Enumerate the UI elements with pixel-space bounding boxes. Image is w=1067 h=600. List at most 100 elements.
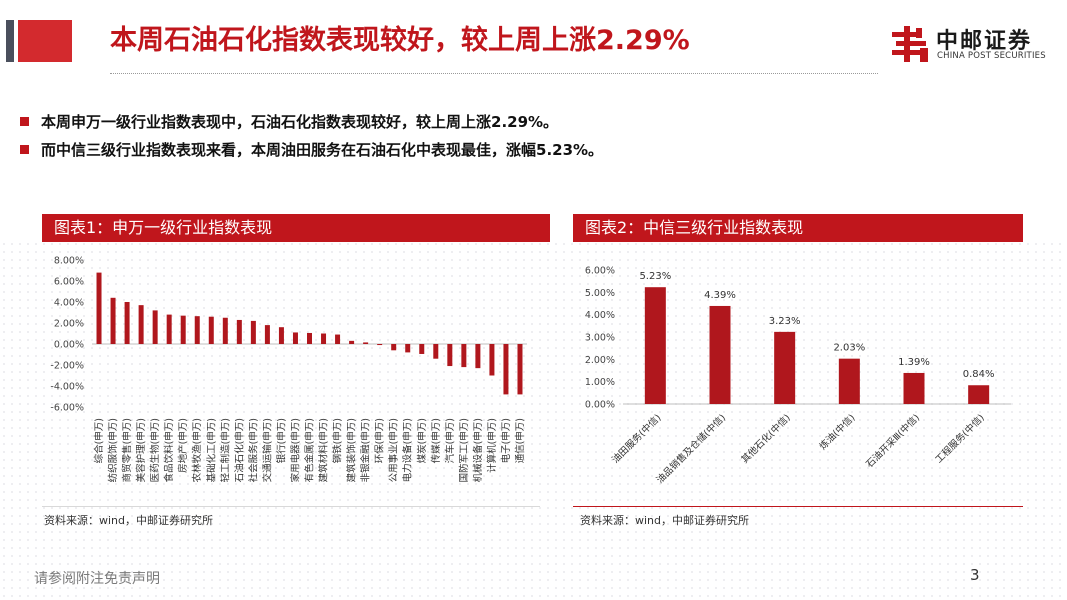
x-tick-label: 炼油(中信) bbox=[817, 412, 858, 453]
bar bbox=[517, 344, 523, 395]
data-label: 4.39% bbox=[704, 290, 736, 301]
china-post-logo-icon bbox=[892, 26, 928, 62]
bar bbox=[349, 340, 355, 344]
bar bbox=[903, 372, 925, 404]
company-logo: 中邮证券 CHINA POST SECURITIES bbox=[890, 22, 1060, 66]
y-tick-label: 6.00% bbox=[585, 266, 615, 277]
x-tick-label: 房地产(申万) bbox=[177, 418, 189, 473]
bar bbox=[110, 297, 116, 344]
x-tick-label: 电子(申万) bbox=[500, 418, 512, 463]
x-tick-label: 工程服务(中信) bbox=[933, 412, 987, 466]
x-tick-label: 其他石化(中信) bbox=[739, 412, 793, 466]
left-source-divider bbox=[42, 506, 540, 507]
bar bbox=[264, 325, 270, 344]
y-tick-label: 2.00% bbox=[54, 319, 84, 330]
bar bbox=[152, 310, 158, 344]
bar bbox=[968, 385, 990, 404]
bullet-marker bbox=[20, 117, 29, 126]
bar bbox=[377, 344, 383, 346]
x-tick-label: 建筑材料(申万) bbox=[318, 418, 330, 482]
bullet-text: 而中信三级行业指数表现来看，本周油田服务在石油石化中表现最佳，涨幅5.23%。 bbox=[41, 141, 604, 159]
title-divider bbox=[110, 73, 878, 74]
y-tick-label: 0.00% bbox=[585, 400, 615, 411]
header-accent-dark bbox=[6, 20, 14, 62]
x-tick-label: 石油石化(申万) bbox=[233, 418, 245, 482]
bar bbox=[124, 302, 130, 344]
y-tick-label: 5.00% bbox=[585, 288, 615, 299]
y-tick-label: 2.00% bbox=[585, 355, 615, 366]
bar bbox=[250, 320, 256, 344]
logo-english-text: CHINA POST SECURITIES bbox=[937, 51, 1046, 61]
bullet-text: 本周申万一级行业指数表现中，石油石化指数表现较好，较上周上涨2.29%。 bbox=[41, 113, 559, 131]
citic-industry-index-chart: 6.00% 5.00% 4.00% 3.00% 2.00% 1.00% 0.00% 5.23%… bbox=[585, 266, 1011, 486]
right-source-divider bbox=[573, 506, 1023, 507]
bar bbox=[475, 344, 481, 369]
x-tick-label: 石油开采Ⅲ(中信) bbox=[863, 412, 922, 471]
bar bbox=[644, 287, 666, 404]
header-accent-red bbox=[18, 20, 72, 62]
bar bbox=[321, 333, 327, 344]
x-tick-label: 传媒(申万) bbox=[430, 418, 442, 463]
y-tick-label: 4.00% bbox=[585, 310, 615, 321]
bar bbox=[166, 314, 172, 344]
right-chart-title: 图表2：中信三级行业指数表现 bbox=[573, 214, 1023, 242]
bar bbox=[96, 272, 102, 344]
y-tick-label: 6.00% bbox=[54, 277, 84, 288]
left-source: 资料来源：wind，中邮证券研究所 bbox=[44, 514, 214, 527]
x-tick-label: 有色金属(申万) bbox=[304, 418, 316, 482]
right-source: 资料来源：wind，中邮证券研究所 bbox=[580, 514, 750, 527]
x-tick-label: 农林牧渔(申万) bbox=[191, 418, 203, 482]
y-tick-label: -6.00% bbox=[50, 403, 84, 414]
x-tick-label: 通信(申万) bbox=[514, 418, 526, 463]
y-tick-label: 0.00% bbox=[54, 340, 84, 351]
x-tick-label: 环保(申万) bbox=[374, 418, 386, 463]
x-tick-label: 钢铁(申万) bbox=[332, 418, 344, 463]
background-pattern bbox=[0, 240, 1067, 600]
bar bbox=[222, 317, 228, 344]
page-number: 3 bbox=[970, 566, 980, 584]
x-tick-label: 非银金融(申万) bbox=[360, 418, 372, 482]
data-label: 5.23% bbox=[639, 271, 671, 282]
x-tick-label: 社会服务(申万) bbox=[247, 418, 259, 482]
bar bbox=[292, 332, 298, 344]
bar bbox=[503, 344, 509, 395]
bar bbox=[363, 342, 369, 344]
bar bbox=[489, 344, 495, 376]
y-tick-label: -4.00% bbox=[50, 382, 84, 393]
bar bbox=[307, 332, 312, 344]
bar bbox=[391, 344, 397, 351]
disclaimer-note: 请参阅附注免责声明 bbox=[34, 571, 160, 587]
data-label: 3.23% bbox=[769, 316, 801, 327]
left-chart-title: 图表1：申万一级行业指数表现 bbox=[42, 214, 550, 242]
bar bbox=[419, 344, 425, 354]
data-label: 2.03% bbox=[833, 343, 865, 354]
x-tick-label: 汽车(申万) bbox=[444, 418, 456, 463]
x-tick-label: 计算机(申万) bbox=[486, 418, 498, 473]
logo-chinese-text: 中邮证券 bbox=[936, 29, 1033, 54]
bullet-item: 本周申万一级行业指数表现中，石油石化指数表现较好，较上周上涨2.29%。 bbox=[20, 110, 920, 138]
y-tick-label: 4.00% bbox=[54, 298, 84, 309]
x-tick-label: 商贸零售(申万) bbox=[121, 418, 133, 482]
bullet-marker bbox=[20, 145, 29, 154]
bar bbox=[774, 331, 796, 404]
x-tick-label: 基础化工(申万) bbox=[205, 418, 217, 482]
bar bbox=[838, 358, 860, 404]
data-label: 1.39% bbox=[898, 357, 930, 368]
bar bbox=[180, 315, 186, 344]
x-tick-label: 美容护理(申万) bbox=[135, 418, 147, 482]
x-tick-label: 综合(申万) bbox=[93, 418, 105, 463]
x-tick-label: 交通运输(申万) bbox=[261, 418, 273, 482]
y-tick-label: 8.00% bbox=[54, 256, 84, 267]
x-tick-label: 食品饮料(申万) bbox=[163, 418, 175, 482]
y-tick-label: -2.00% bbox=[50, 361, 84, 372]
x-tick-label: 电力设备(申万) bbox=[402, 418, 414, 482]
x-tick-label: 银行(申万) bbox=[275, 418, 287, 463]
bar bbox=[461, 344, 467, 368]
x-tick-label: 轻工制造(申万) bbox=[219, 418, 231, 482]
x-tick-label: 家用电器(申万) bbox=[289, 418, 301, 482]
bar bbox=[194, 316, 200, 344]
x-tick-label: 油田服务(中信) bbox=[609, 412, 663, 466]
x-tick-label: 公用事业(申万) bbox=[388, 418, 400, 482]
y-tick-label: 3.00% bbox=[585, 333, 615, 344]
x-tick-label: 纺织服饰(申万) bbox=[107, 418, 119, 482]
